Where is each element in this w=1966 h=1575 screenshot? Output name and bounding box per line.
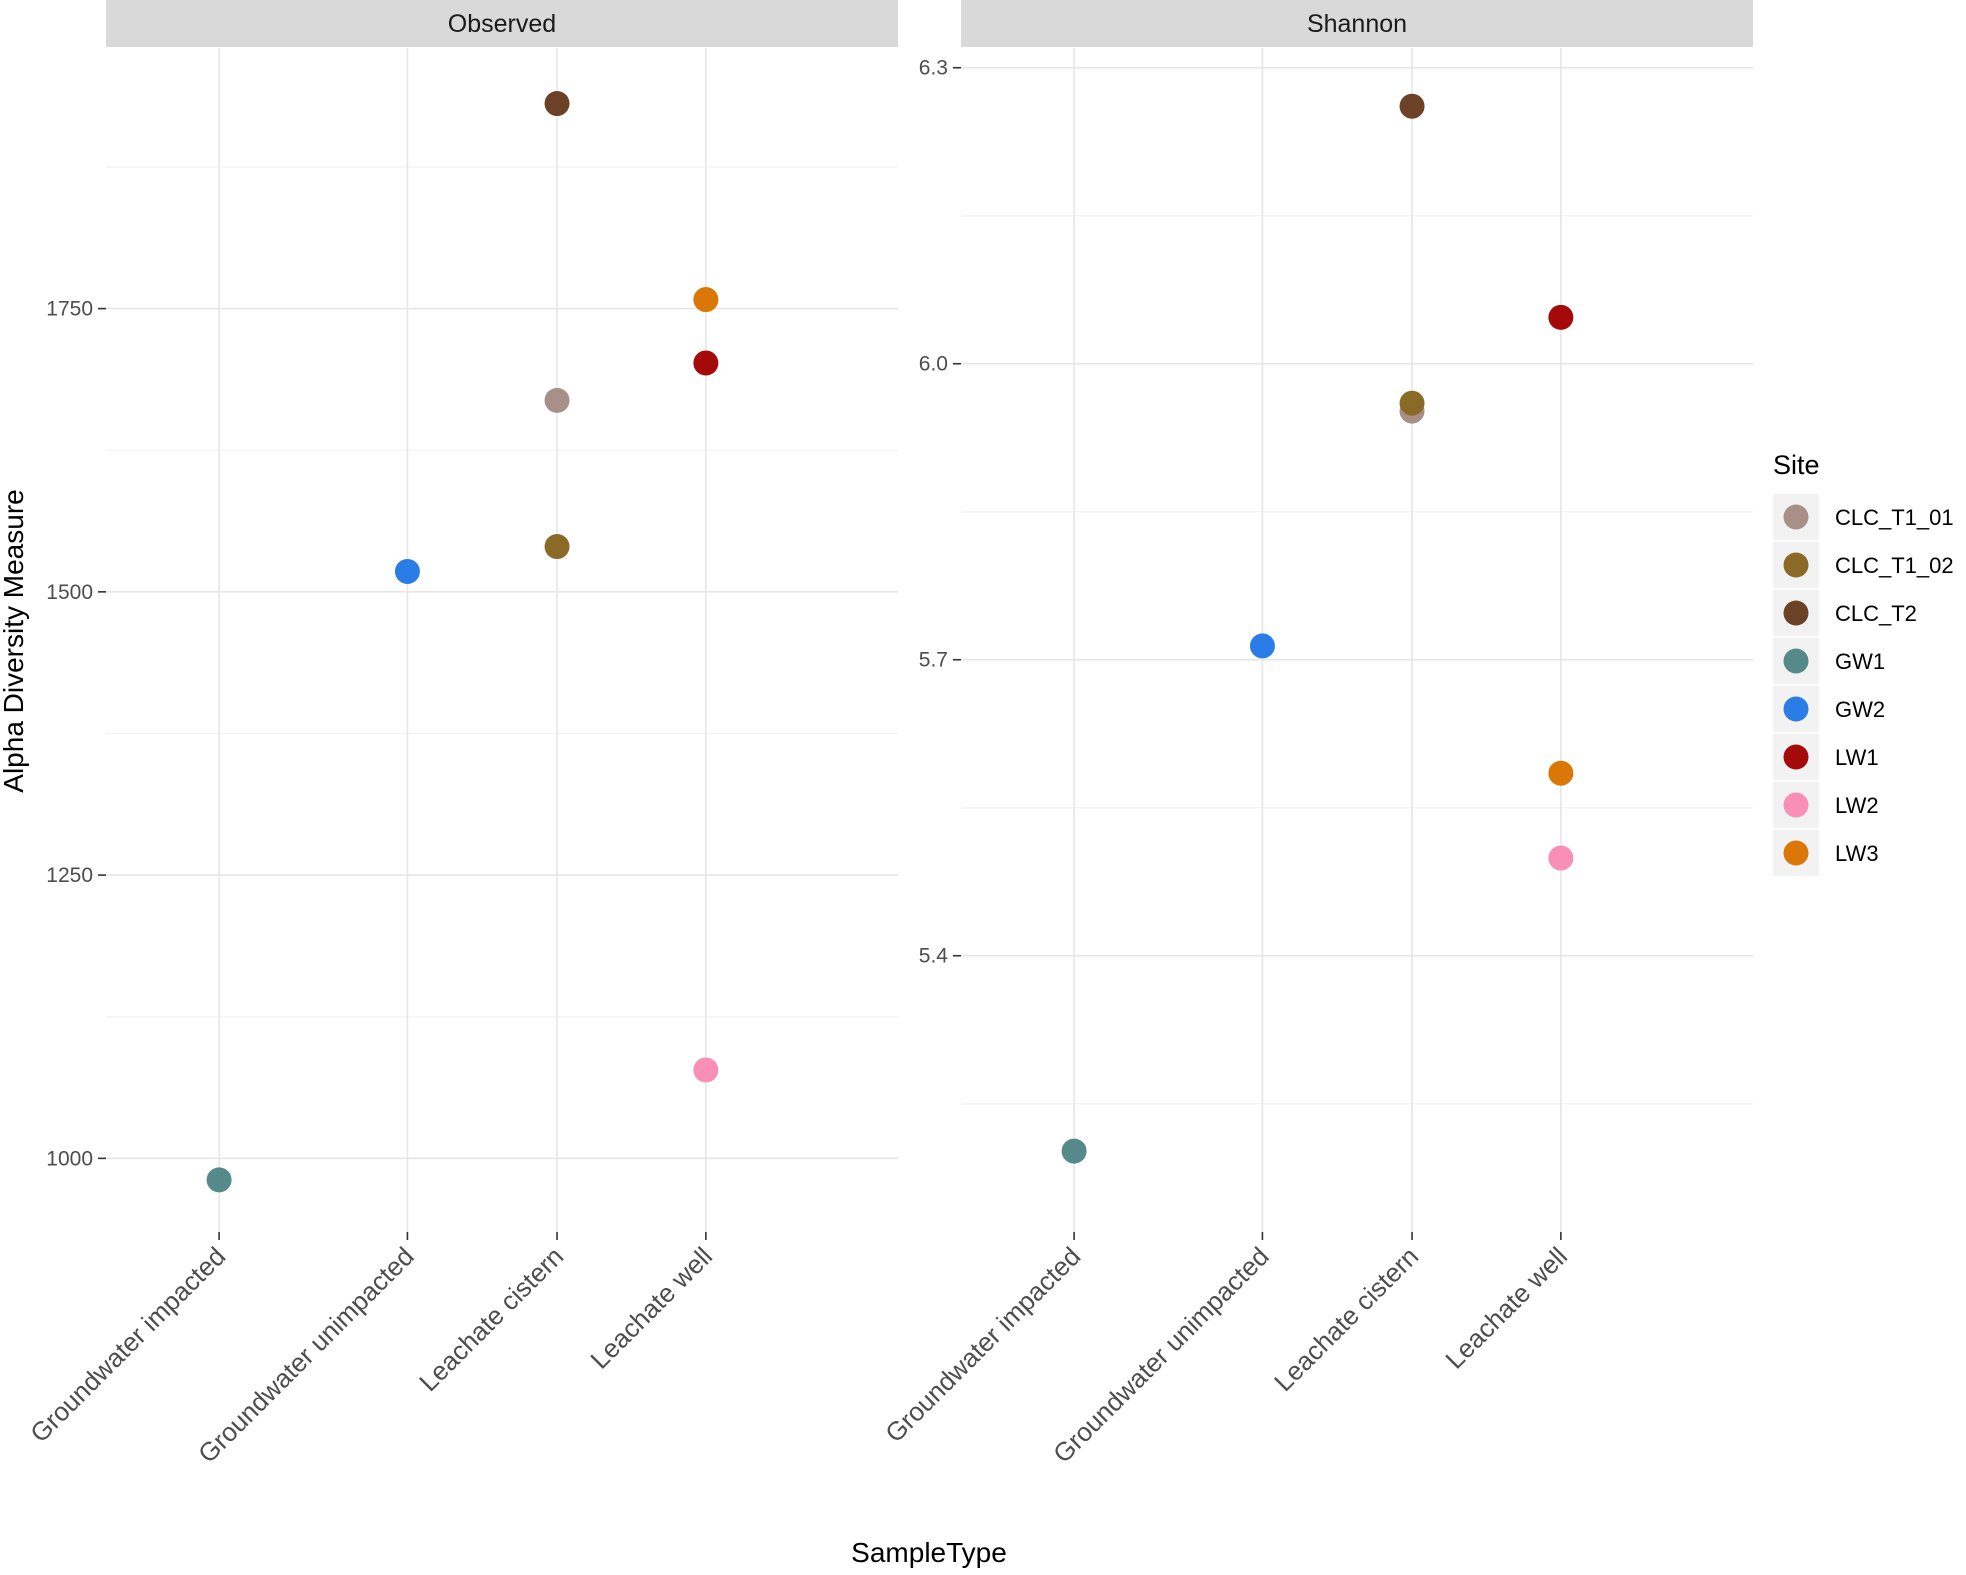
legend-label: GW2 [1835, 697, 1885, 722]
x-tick-label: Leachate cistern [1268, 1241, 1424, 1397]
legend: Site CLC_T1_01 CLC_T1_02 CLC_T2 GW1 GW2 LW1 LW… [1773, 450, 1954, 876]
y-tick-label: 5.7 [919, 649, 948, 672]
point-clc-t2 [544, 91, 570, 117]
legend-item-lw3: LW3 [1773, 830, 1879, 876]
legend-key [1783, 600, 1809, 626]
legend-label: CLC_T2 [1835, 601, 1917, 626]
x-tick-label: Groundwater impacted [24, 1241, 231, 1448]
point-gw2 [1249, 633, 1275, 659]
legend-item-gw1: GW1 [1773, 638, 1885, 684]
panel-observed: Observed 1000 1250 1500 1750 Groundwater impa… [24, 0, 898, 1469]
panel-background [106, 48, 898, 1232]
legend-item-clc-t1-02: CLC_T1_02 [1773, 542, 1954, 588]
y-axis-title: Alpha Diversity Measure [0, 489, 29, 792]
y-tick-label: 5.4 [919, 945, 949, 968]
point-lw3 [1548, 760, 1574, 786]
facet-strip [961, 0, 1753, 47]
legend-label: LW2 [1835, 793, 1879, 818]
legend-entries: CLC_T1_01 CLC_T1_02 CLC_T2 GW1 GW2 LW1 LW2 LW3 [1773, 494, 1954, 876]
y-tick-label: 6.3 [919, 57, 948, 80]
facet-strip-label: Observed [448, 10, 556, 38]
legend-key [1783, 792, 1809, 818]
legend-key [1783, 840, 1809, 866]
legend-item-lw1: LW1 [1773, 734, 1879, 780]
legend-label: CLC_T1_01 [1835, 505, 1954, 530]
legend-key [1783, 696, 1809, 722]
panels: Observed 1000 1250 1500 1750 Groundwater impa… [24, 0, 1753, 1469]
legend-key [1783, 648, 1809, 674]
point-clc-t1-01 [544, 387, 570, 413]
point-lw1 [1548, 304, 1574, 330]
x-tick-label: Leachate well [584, 1241, 718, 1375]
facet-strip-label: Shannon [1307, 10, 1407, 38]
point-clc-t1-02 [1399, 390, 1425, 416]
point-gw2 [394, 558, 420, 584]
x-tick-label: Groundwater unimpacted [192, 1241, 420, 1469]
legend-label: GW1 [1835, 649, 1885, 674]
y-tick-label: 1250 [46, 864, 93, 887]
legend-key [1783, 504, 1809, 530]
facet-strip [106, 0, 898, 47]
legend-label: CLC_T1_02 [1835, 553, 1954, 578]
y-tick-label: 1750 [46, 298, 93, 321]
point-gw1 [206, 1167, 232, 1193]
x-tick-label: Groundwater impacted [879, 1241, 1086, 1448]
legend-key [1783, 744, 1809, 770]
point-clc-t1-02 [544, 534, 570, 560]
panel-shannon: Shannon 5.4 5.7 6.0 6.3 Groundwater impactedG… [879, 0, 1753, 1469]
point-lw1 [693, 350, 719, 376]
legend-item-clc-t1-01: CLC_T1_01 [1773, 494, 1954, 540]
x-tick-label: Leachate well [1439, 1241, 1573, 1375]
legend-item-clc-t2: CLC_T2 [1773, 590, 1917, 636]
legend-item-gw2: GW2 [1773, 686, 1885, 732]
point-gw1 [1061, 1138, 1087, 1164]
y-tick-label: 1000 [46, 1147, 93, 1170]
point-lw2 [693, 1057, 719, 1083]
legend-title: Site [1773, 450, 1820, 480]
point-lw2 [1548, 845, 1574, 871]
legend-item-lw2: LW2 [1773, 782, 1879, 828]
point-lw3 [693, 287, 719, 313]
point-clc-t2 [1399, 93, 1425, 119]
legend-key [1783, 552, 1809, 578]
y-tick-label: 1500 [46, 581, 93, 604]
x-tick-label: Groundwater unimpacted [1047, 1241, 1275, 1469]
legend-label: LW1 [1835, 745, 1879, 770]
legend-label: LW3 [1835, 841, 1879, 866]
panel-background [961, 48, 1753, 1232]
x-axis-title: SampleType [851, 1537, 1007, 1568]
y-tick-label: 6.0 [919, 353, 948, 376]
x-tick-label: Leachate cistern [413, 1241, 569, 1397]
